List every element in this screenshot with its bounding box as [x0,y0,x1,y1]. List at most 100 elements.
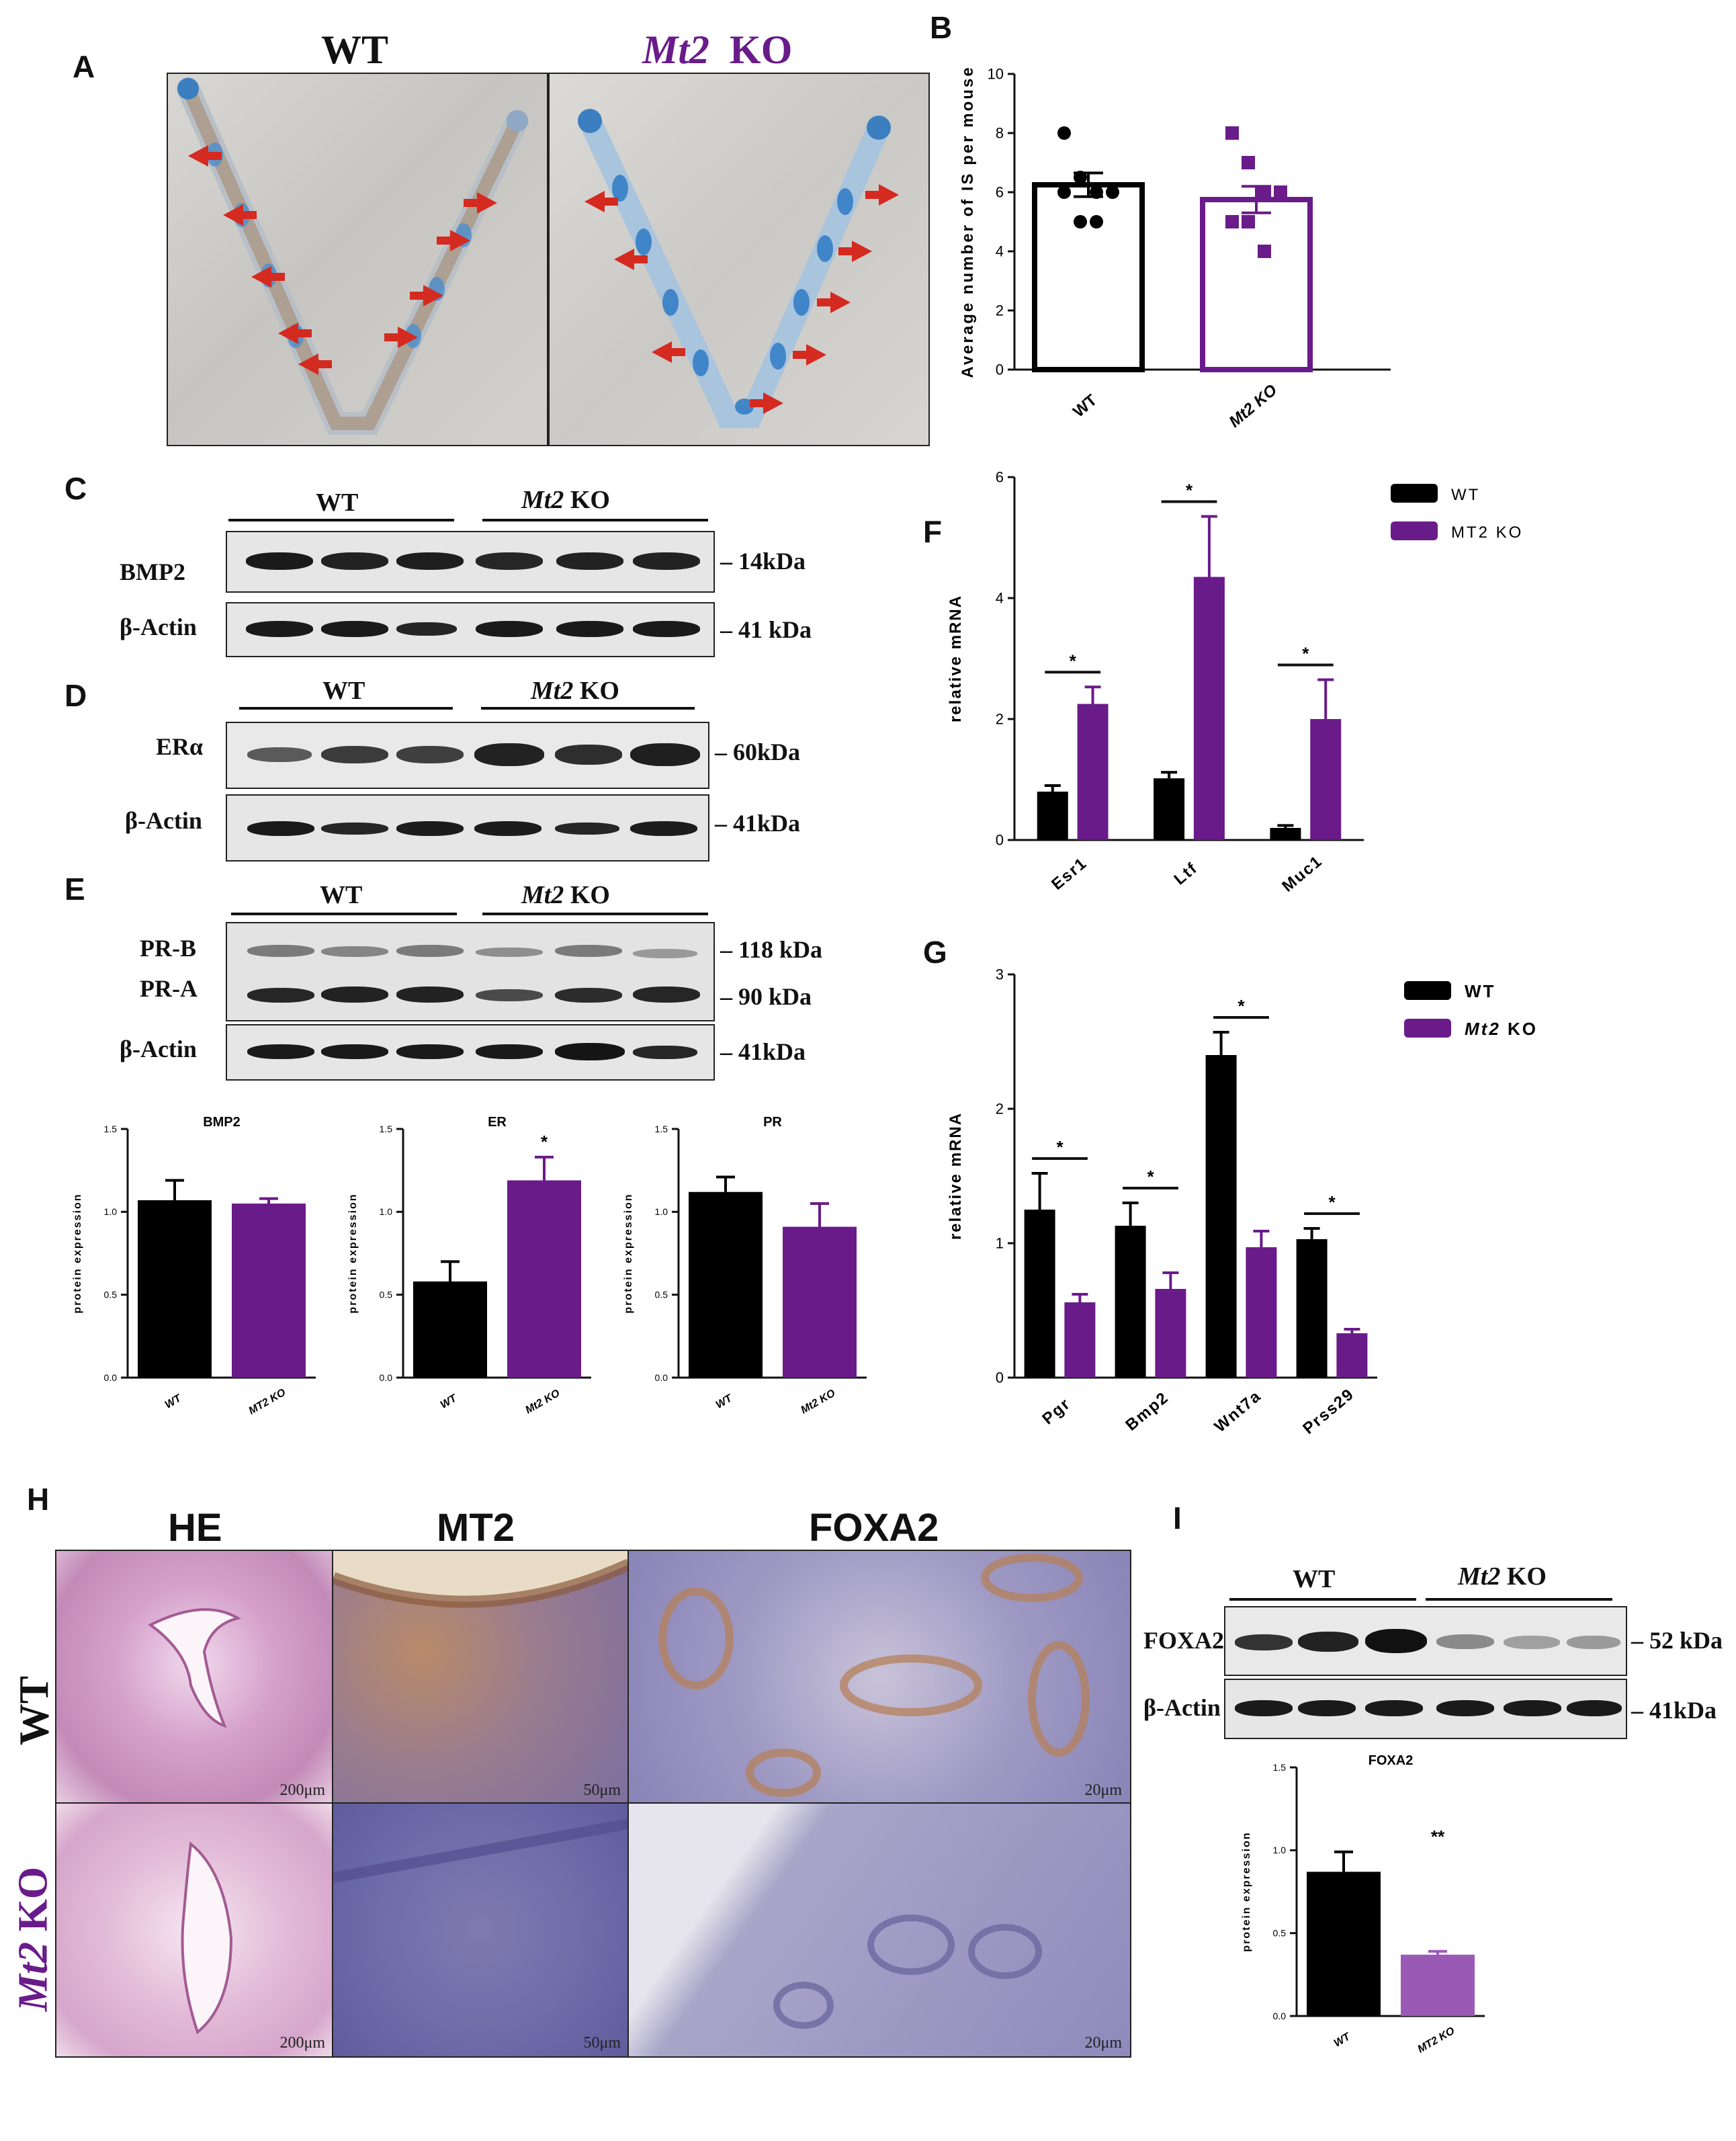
blot-e-ko-suffix: KO [570,881,610,909]
blot-d-ko-gene: Mt2 [531,677,574,705]
g-y-axis-label: relative mRNA [947,1112,965,1240]
scale-mt2-ko: 50μm [583,2034,621,2052]
blot-e-actin-kda: – 41kDa [720,1038,806,1065]
pr-ytick-label: 0.5 [655,1290,668,1300]
blot-i-actin-kda-value: 41kDa [1649,1697,1717,1724]
uterus-photo-wt [167,73,548,446]
b-data-point [1242,215,1255,228]
panel-label-c: C [64,471,87,506]
b-bar [1200,197,1313,372]
blot-d-era [226,722,709,789]
b-bar [1032,182,1145,372]
histo-he-ko: 200μm [55,1802,335,2058]
g-bar [1155,1289,1186,1378]
f-x-tick-label: Muc1 [1278,852,1326,896]
panel-a-wt-title: WT [321,28,389,72]
er-title: ER [488,1115,507,1130]
f-ytick-label: 2 [996,711,1004,728]
blot-c-ko-suffix: KO [570,486,610,514]
f-legend-swatch-ko [1391,521,1438,540]
blot-d-era-label: ERα [156,733,204,760]
chart-g: 0 1 2 3 relative mRNA * Pgr * Bmp2 * Wnt7a * Prss29 W… [947,966,1536,1438]
uterus-photo-ko [548,73,930,446]
bmp2-x-tick-label: WT [163,1392,184,1411]
panel-label-e: E [64,872,85,907]
g-significance: * [1328,1192,1336,1212]
blot-i-group-wt: WT [1293,1565,1336,1593]
b-ytick-label: 0 [996,362,1004,378]
mt2-ko-epithelium [333,1818,629,1883]
scale-he-ko: 200μm [279,2034,325,2052]
foxa2-ytick-label: 1.0 [1273,1845,1287,1855]
f-ytick-label: 4 [996,590,1004,607]
chart-b: 0 2 4 6 8 10 Average number of IS per mouse WT M… [959,65,1391,431]
f-x-tick-label: Esr1 [1048,854,1090,894]
blot-e-pra-kda: – 90 kDa [720,983,812,1010]
panel-a-ko-title: Mt2 KO [642,27,792,73]
bmp2-ytick-label: 1.5 [104,1124,118,1134]
f-bar [1310,719,1342,840]
bmp2-x-tick-label: MT2 KO [247,1386,288,1417]
blot-d-actin-kda-value: 41kDa [733,810,801,837]
blot-d-ko-suffix: KO [579,677,619,705]
histo-foxa2-ko: 20μm [627,1802,1131,2058]
b-ytick-label: 6 [996,184,1004,201]
blot-i-foxa2 [1224,1606,1627,1676]
g-x-tick-label: Wnt7a [1211,1387,1265,1436]
blot-e-group-ko: Mt2 KO [521,880,610,910]
b-data-point [1258,185,1271,199]
h-row-wt: WT [11,1675,58,1746]
scale-he-wt: 200μm [279,1781,325,1799]
b-ytick-label: 2 [996,302,1004,319]
b-y-axis-label: Average number of IS per mouse [959,65,977,378]
scale-foxa2-wt: 20μm [1084,1781,1122,1799]
er-ytick-label: 1.5 [380,1124,393,1134]
uterus-wt-drawing [177,77,529,435]
blot-i-actin-kda: – 41kDa [1631,1697,1717,1724]
blot-i-group-ko: Mt2 KO [1458,1562,1547,1591]
panel-label-a: A [73,49,95,84]
f-bar [1077,704,1109,840]
blot-c-actin-kda: – 41 kDa [720,616,812,643]
blot-e-prb-kda-value: 118 kDa [738,936,823,963]
blot-e-actin-label: β-Actin [120,1036,197,1062]
blot-c-group-wt: WT [316,489,359,517]
mt2-wt-epithelium [333,1551,629,1608]
b-data-point [1057,185,1071,199]
bmp2-ytick-label: 0.5 [104,1290,118,1300]
he-wt-lumen [148,1608,242,1728]
histo-mt2-wt: 50μm [332,1550,630,1805]
blot-d-group-ko: Mt2 KO [531,676,619,706]
g-legend-label-wt: WT [1465,981,1495,1001]
blot-e-ko-underline [482,913,708,915]
blot-c-actin-label: β-Actin [120,614,197,640]
blot-e-prb-label: PR-B [140,935,196,962]
foxa2-x-tick-label: WT [1332,2031,1353,2050]
f-legend-label-wt: WT [1451,486,1480,504]
bmp2-bar [232,1204,306,1378]
scale-mt2-wt: 50μm [583,1781,621,1799]
he-ko-lumen [181,1841,233,2035]
b-data-point [1225,126,1239,140]
f-significance: * [1070,650,1077,671]
pr-bar [783,1226,857,1378]
h-col-he: HE [168,1506,222,1550]
f-legend-label-ko: MT2 KO [1451,523,1523,542]
blot-i-foxa2-kda: – 52 kDa [1631,1627,1723,1654]
f-legend-swatch-wt [1391,484,1438,503]
foxa2-bar [1307,1872,1381,2016]
g-bar [1115,1226,1146,1378]
foxa2-ko-glands [773,1915,1042,2029]
panel-label-h: H [27,1482,50,1517]
f-bar [1154,778,1185,840]
chart-pr: 0.0 0.5 1.0 1.5 protein expression PR WT Mt2 KO [623,1115,867,1416]
blot-c-actin [226,602,715,657]
blot-e-prb-kda: – 118 kDa [720,936,823,963]
blot-e-pra-label: PR-A [140,975,198,1002]
f-bar [1270,828,1301,840]
blot-c-wt-underline [228,519,454,521]
pr-title: PR [763,1115,782,1130]
blot-e-group-wt: WT [320,881,363,909]
chart-er: 0.0 0.5 1.0 1.5 protein expression ER WT Mt2 KO… [347,1115,591,1416]
f-ytick-label: 6 [996,469,1004,486]
